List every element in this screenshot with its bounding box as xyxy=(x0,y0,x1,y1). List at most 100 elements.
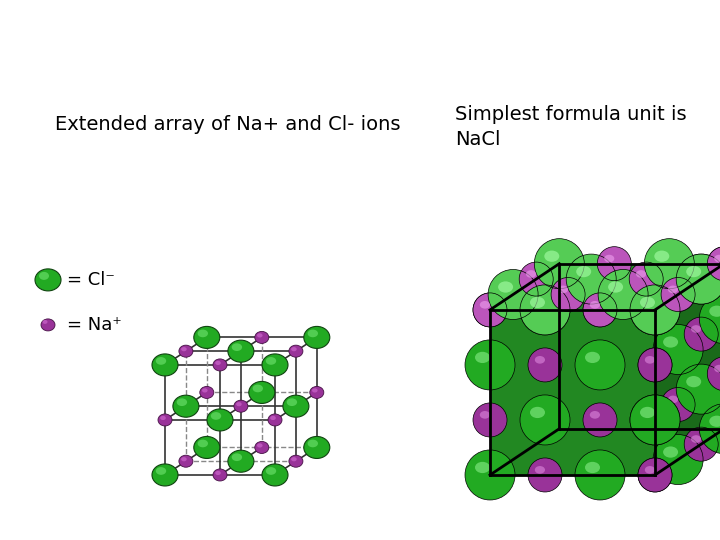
Circle shape xyxy=(528,348,562,382)
Circle shape xyxy=(520,395,570,445)
Ellipse shape xyxy=(640,407,655,418)
Ellipse shape xyxy=(228,340,254,362)
Ellipse shape xyxy=(42,320,48,324)
Ellipse shape xyxy=(197,329,208,338)
Ellipse shape xyxy=(668,286,678,293)
Circle shape xyxy=(583,293,617,327)
Ellipse shape xyxy=(268,414,282,426)
Text: Sodium chloride: Sodium chloride xyxy=(210,24,510,57)
Circle shape xyxy=(519,262,553,296)
Ellipse shape xyxy=(709,306,720,317)
Polygon shape xyxy=(490,310,655,475)
Ellipse shape xyxy=(304,436,330,458)
Ellipse shape xyxy=(270,416,276,420)
Ellipse shape xyxy=(640,297,655,308)
Ellipse shape xyxy=(686,266,701,277)
Ellipse shape xyxy=(194,436,220,458)
Circle shape xyxy=(575,450,625,500)
Circle shape xyxy=(707,247,720,281)
Ellipse shape xyxy=(663,447,678,458)
Ellipse shape xyxy=(156,467,166,475)
Circle shape xyxy=(583,403,617,437)
Ellipse shape xyxy=(498,281,513,293)
Ellipse shape xyxy=(590,411,600,418)
Ellipse shape xyxy=(645,466,655,474)
Ellipse shape xyxy=(714,365,720,373)
Ellipse shape xyxy=(215,471,221,475)
Ellipse shape xyxy=(640,297,655,308)
Ellipse shape xyxy=(530,297,545,308)
Ellipse shape xyxy=(686,266,701,277)
Circle shape xyxy=(630,395,680,445)
Ellipse shape xyxy=(526,270,536,278)
Ellipse shape xyxy=(236,402,242,406)
Ellipse shape xyxy=(585,462,600,473)
Ellipse shape xyxy=(608,281,623,293)
Ellipse shape xyxy=(310,387,324,399)
Ellipse shape xyxy=(41,319,55,331)
Circle shape xyxy=(473,403,507,437)
Ellipse shape xyxy=(289,455,303,467)
Ellipse shape xyxy=(207,409,233,431)
Ellipse shape xyxy=(228,450,254,472)
Polygon shape xyxy=(655,264,720,475)
Ellipse shape xyxy=(307,329,318,338)
Circle shape xyxy=(534,239,585,289)
Ellipse shape xyxy=(253,384,263,392)
Text: NaCl: NaCl xyxy=(455,130,500,150)
Ellipse shape xyxy=(289,345,303,357)
Circle shape xyxy=(566,254,616,304)
Circle shape xyxy=(629,262,663,296)
Circle shape xyxy=(630,285,680,335)
Ellipse shape xyxy=(535,356,545,363)
Ellipse shape xyxy=(181,347,186,352)
Circle shape xyxy=(707,357,720,391)
Ellipse shape xyxy=(211,412,221,420)
Ellipse shape xyxy=(604,255,614,262)
Text: Extended array of Na+ and Cl- ions: Extended array of Na+ and Cl- ions xyxy=(55,116,400,134)
Circle shape xyxy=(520,285,570,335)
Ellipse shape xyxy=(266,357,276,365)
Ellipse shape xyxy=(176,399,187,406)
Ellipse shape xyxy=(480,301,490,309)
Ellipse shape xyxy=(152,464,178,486)
Ellipse shape xyxy=(181,457,186,461)
Ellipse shape xyxy=(213,359,227,371)
Ellipse shape xyxy=(266,467,276,475)
Ellipse shape xyxy=(158,414,172,426)
Ellipse shape xyxy=(709,416,720,427)
Ellipse shape xyxy=(714,255,720,262)
Circle shape xyxy=(676,254,720,304)
Circle shape xyxy=(583,293,617,327)
Ellipse shape xyxy=(257,443,263,448)
Ellipse shape xyxy=(287,399,297,406)
Ellipse shape xyxy=(645,356,655,363)
Circle shape xyxy=(707,247,720,281)
Circle shape xyxy=(661,278,695,312)
Ellipse shape xyxy=(202,388,207,393)
Ellipse shape xyxy=(558,286,568,293)
Ellipse shape xyxy=(475,462,490,473)
Ellipse shape xyxy=(691,435,701,443)
Ellipse shape xyxy=(160,416,166,420)
Circle shape xyxy=(630,395,680,445)
Circle shape xyxy=(676,254,720,304)
Ellipse shape xyxy=(255,442,269,454)
Ellipse shape xyxy=(590,301,600,309)
Ellipse shape xyxy=(663,336,678,348)
Ellipse shape xyxy=(173,395,199,417)
Circle shape xyxy=(598,269,648,320)
Ellipse shape xyxy=(249,381,275,403)
Ellipse shape xyxy=(179,345,193,357)
Ellipse shape xyxy=(585,352,600,363)
Ellipse shape xyxy=(257,333,263,338)
Text: = Na⁺: = Na⁺ xyxy=(67,316,122,334)
Ellipse shape xyxy=(283,395,309,417)
Ellipse shape xyxy=(262,464,288,486)
Ellipse shape xyxy=(215,361,221,365)
Ellipse shape xyxy=(35,269,61,291)
Circle shape xyxy=(598,247,631,281)
Circle shape xyxy=(575,340,625,390)
Circle shape xyxy=(638,458,672,492)
Ellipse shape xyxy=(640,407,655,418)
